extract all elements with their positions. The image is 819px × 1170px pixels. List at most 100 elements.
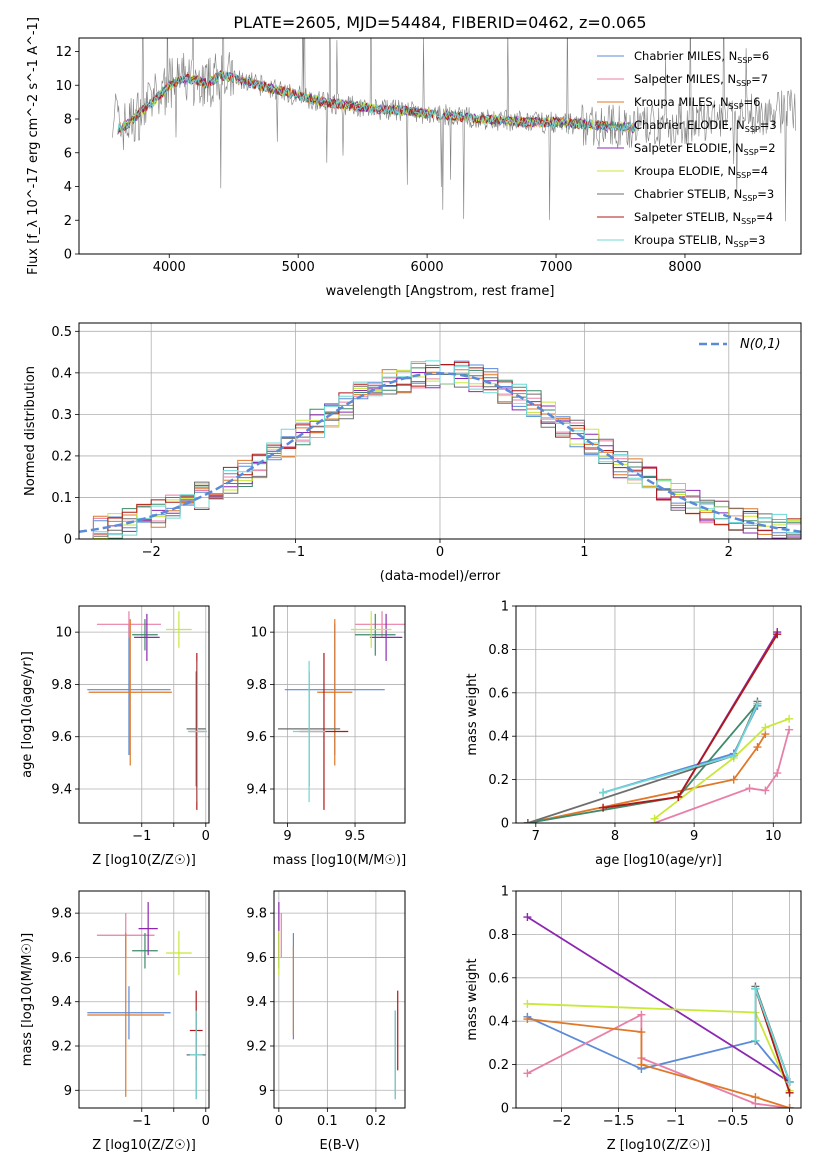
y-axis-label: mass [log10(M/M☉)] — [20, 933, 35, 1066]
legend-label: Kroupa ELODIE, NSSP=4 — [634, 164, 768, 180]
y-tick-label: 0 — [64, 248, 72, 263]
marker-kroupa-stelib — [785, 1077, 794, 1086]
plot-area-mass_vs_Z — [87, 902, 206, 1100]
legend-label: Chabrier MILES, NSSP=6 — [634, 49, 769, 65]
y-tick-label: 9.8 — [51, 907, 72, 922]
x-tick-label: 8000 — [668, 260, 701, 275]
series-salpeter-elodie — [526, 916, 791, 1083]
point-chabrier-elodie — [355, 613, 396, 656]
x-tick-label: −2 — [142, 545, 161, 560]
marker-salpeter-stelib — [599, 803, 608, 812]
marker-salpeter-stelib — [785, 1088, 794, 1097]
legend-label: Chabrier ELODIE, NSSP=3 — [634, 118, 777, 134]
axes-frame — [78, 37, 802, 255]
model-spectrum-salpeter-stelib — [117, 69, 611, 135]
x-tick-label: −1 — [132, 829, 151, 844]
point-kroupa-stelib — [187, 660, 208, 803]
marker-kroupa-miles — [523, 1015, 532, 1024]
marker-kroupa-elodie — [650, 814, 659, 823]
marker-kroupa-miles — [637, 1060, 646, 1069]
x-tick-label: 0 — [275, 1114, 283, 1129]
point-chabrier-elodie — [132, 619, 158, 651]
model-spectrum-kroupa-stelib — [117, 71, 637, 135]
y-tick-label: 9.6 — [246, 730, 267, 745]
y-tick-label: 1 — [501, 600, 509, 615]
axes-frame — [78, 890, 210, 1109]
marker-salpeter-elodie — [523, 913, 532, 922]
point-kroupa-miles — [87, 933, 165, 1097]
y-tick-label: 10 — [250, 626, 267, 641]
y-tick-label: 9.6 — [246, 951, 267, 966]
axes-frame — [273, 605, 406, 824]
marker-kroupa-stelib — [751, 1036, 760, 1045]
x-tick-label: 10 — [765, 829, 782, 844]
plot-area-weight_vs_age — [523, 628, 794, 823]
marker-salpeter-miles — [745, 784, 754, 793]
x-axis-label: mass [log10(M/M☉)] — [273, 853, 406, 868]
marker-kroupa-miles — [637, 1028, 646, 1037]
marker-salpeter-miles — [523, 1069, 532, 1078]
point-salpeter-elodie — [138, 902, 158, 956]
y-axis-label: age [log10(age/yr)] — [20, 651, 35, 778]
legend-label: Salpeter ELODIE, NSSP=2 — [634, 141, 776, 157]
x-axis-label: E(B-V) — [319, 1138, 359, 1153]
marker-kroupa-elodie — [761, 723, 770, 732]
x-tick-label: 9 — [690, 829, 698, 844]
y-tick-label: 0 — [64, 533, 72, 548]
plot-area-mass_vs_ebv — [278, 902, 399, 1100]
point-kroupa-stelib — [292, 660, 326, 803]
x-tick-label: 0.2 — [366, 1114, 387, 1129]
x-tick-label: 9 — [283, 829, 291, 844]
marker-salpeter-stelib — [773, 630, 782, 639]
marker-salpeter-miles — [761, 786, 770, 795]
point-chabrier-miles — [87, 986, 171, 1040]
x-axis-label: age [log10(age/yr)] — [595, 853, 722, 868]
model-spectrum-kroupa-elodie — [117, 71, 637, 135]
y-tick-label: 0.3 — [51, 408, 72, 423]
axes-frame — [78, 322, 802, 540]
x-tick-label: 0 — [202, 1114, 210, 1129]
y-tick-label: 9.8 — [51, 678, 72, 693]
y-tick-label: 8 — [64, 113, 72, 128]
y-tick-label: 10 — [55, 79, 72, 94]
plot-layer: 4000 5000 6000 7000 8000024681012wavelength … — [20, 17, 802, 1153]
y-tick-label: 0.5 — [51, 325, 72, 340]
x-tick-label: 0.1 — [317, 1114, 338, 1129]
x-axis-label: wavelength [Angstrom, rest frame] — [326, 284, 555, 299]
y-tick-label: 0.8 — [488, 643, 509, 658]
point-chabrier-miles — [87, 624, 171, 756]
y-tick-label: 0 — [501, 817, 509, 832]
x-tick-label: −2 — [552, 1114, 571, 1129]
marker-kroupa-stelib — [751, 984, 760, 993]
y-tick-label: 1 — [501, 885, 509, 900]
y-tick-label: 0.6 — [488, 971, 509, 986]
y-tick-label: 4 — [64, 180, 72, 195]
point-salpeter-elodie — [134, 613, 160, 661]
y-tick-label: 10 — [55, 626, 72, 641]
y-tick-label: 9.6 — [51, 951, 72, 966]
point-salpeter-miles — [96, 611, 161, 638]
y-axis-label: Normed distribution — [23, 366, 38, 496]
marker-kroupa-stelib — [729, 751, 738, 760]
axes-weight_vs_age: 7 8 9 10 0 0.2 0.4 0.6 0.8 1 age [log10(age/yr)] ma… — [465, 600, 802, 868]
legend-label: Kroupa STELIB, NSSP=3 — [634, 233, 765, 249]
point-kroupa-elodie — [166, 930, 192, 976]
x-tick-label: −1.5 — [603, 1114, 635, 1129]
point-chabrier-stelib — [186, 671, 206, 787]
legend-residuals: N(0,1) — [699, 337, 781, 352]
y-tick-label: 0.1 — [51, 491, 72, 506]
x-tick-label: −1 — [286, 545, 305, 560]
marker-kroupa-miles — [753, 743, 762, 752]
y-tick-label: 9.6 — [51, 730, 72, 745]
y-tick-label: 0.8 — [488, 928, 509, 943]
y-tick-label: 2 — [64, 214, 72, 229]
legend-label: Kroupa MILES, NSSP=6 — [634, 95, 760, 111]
y-tick-label: 0.2 — [488, 773, 509, 788]
series-kroupa-elodie — [653, 717, 790, 820]
point-kroupa-stelib — [189, 1010, 203, 1100]
y-tick-label: 9.8 — [246, 678, 267, 693]
series-salpeter-miles — [526, 1013, 790, 1108]
x-tick-label: 1 — [580, 545, 588, 560]
y-tick-label: 0.2 — [488, 1058, 509, 1073]
